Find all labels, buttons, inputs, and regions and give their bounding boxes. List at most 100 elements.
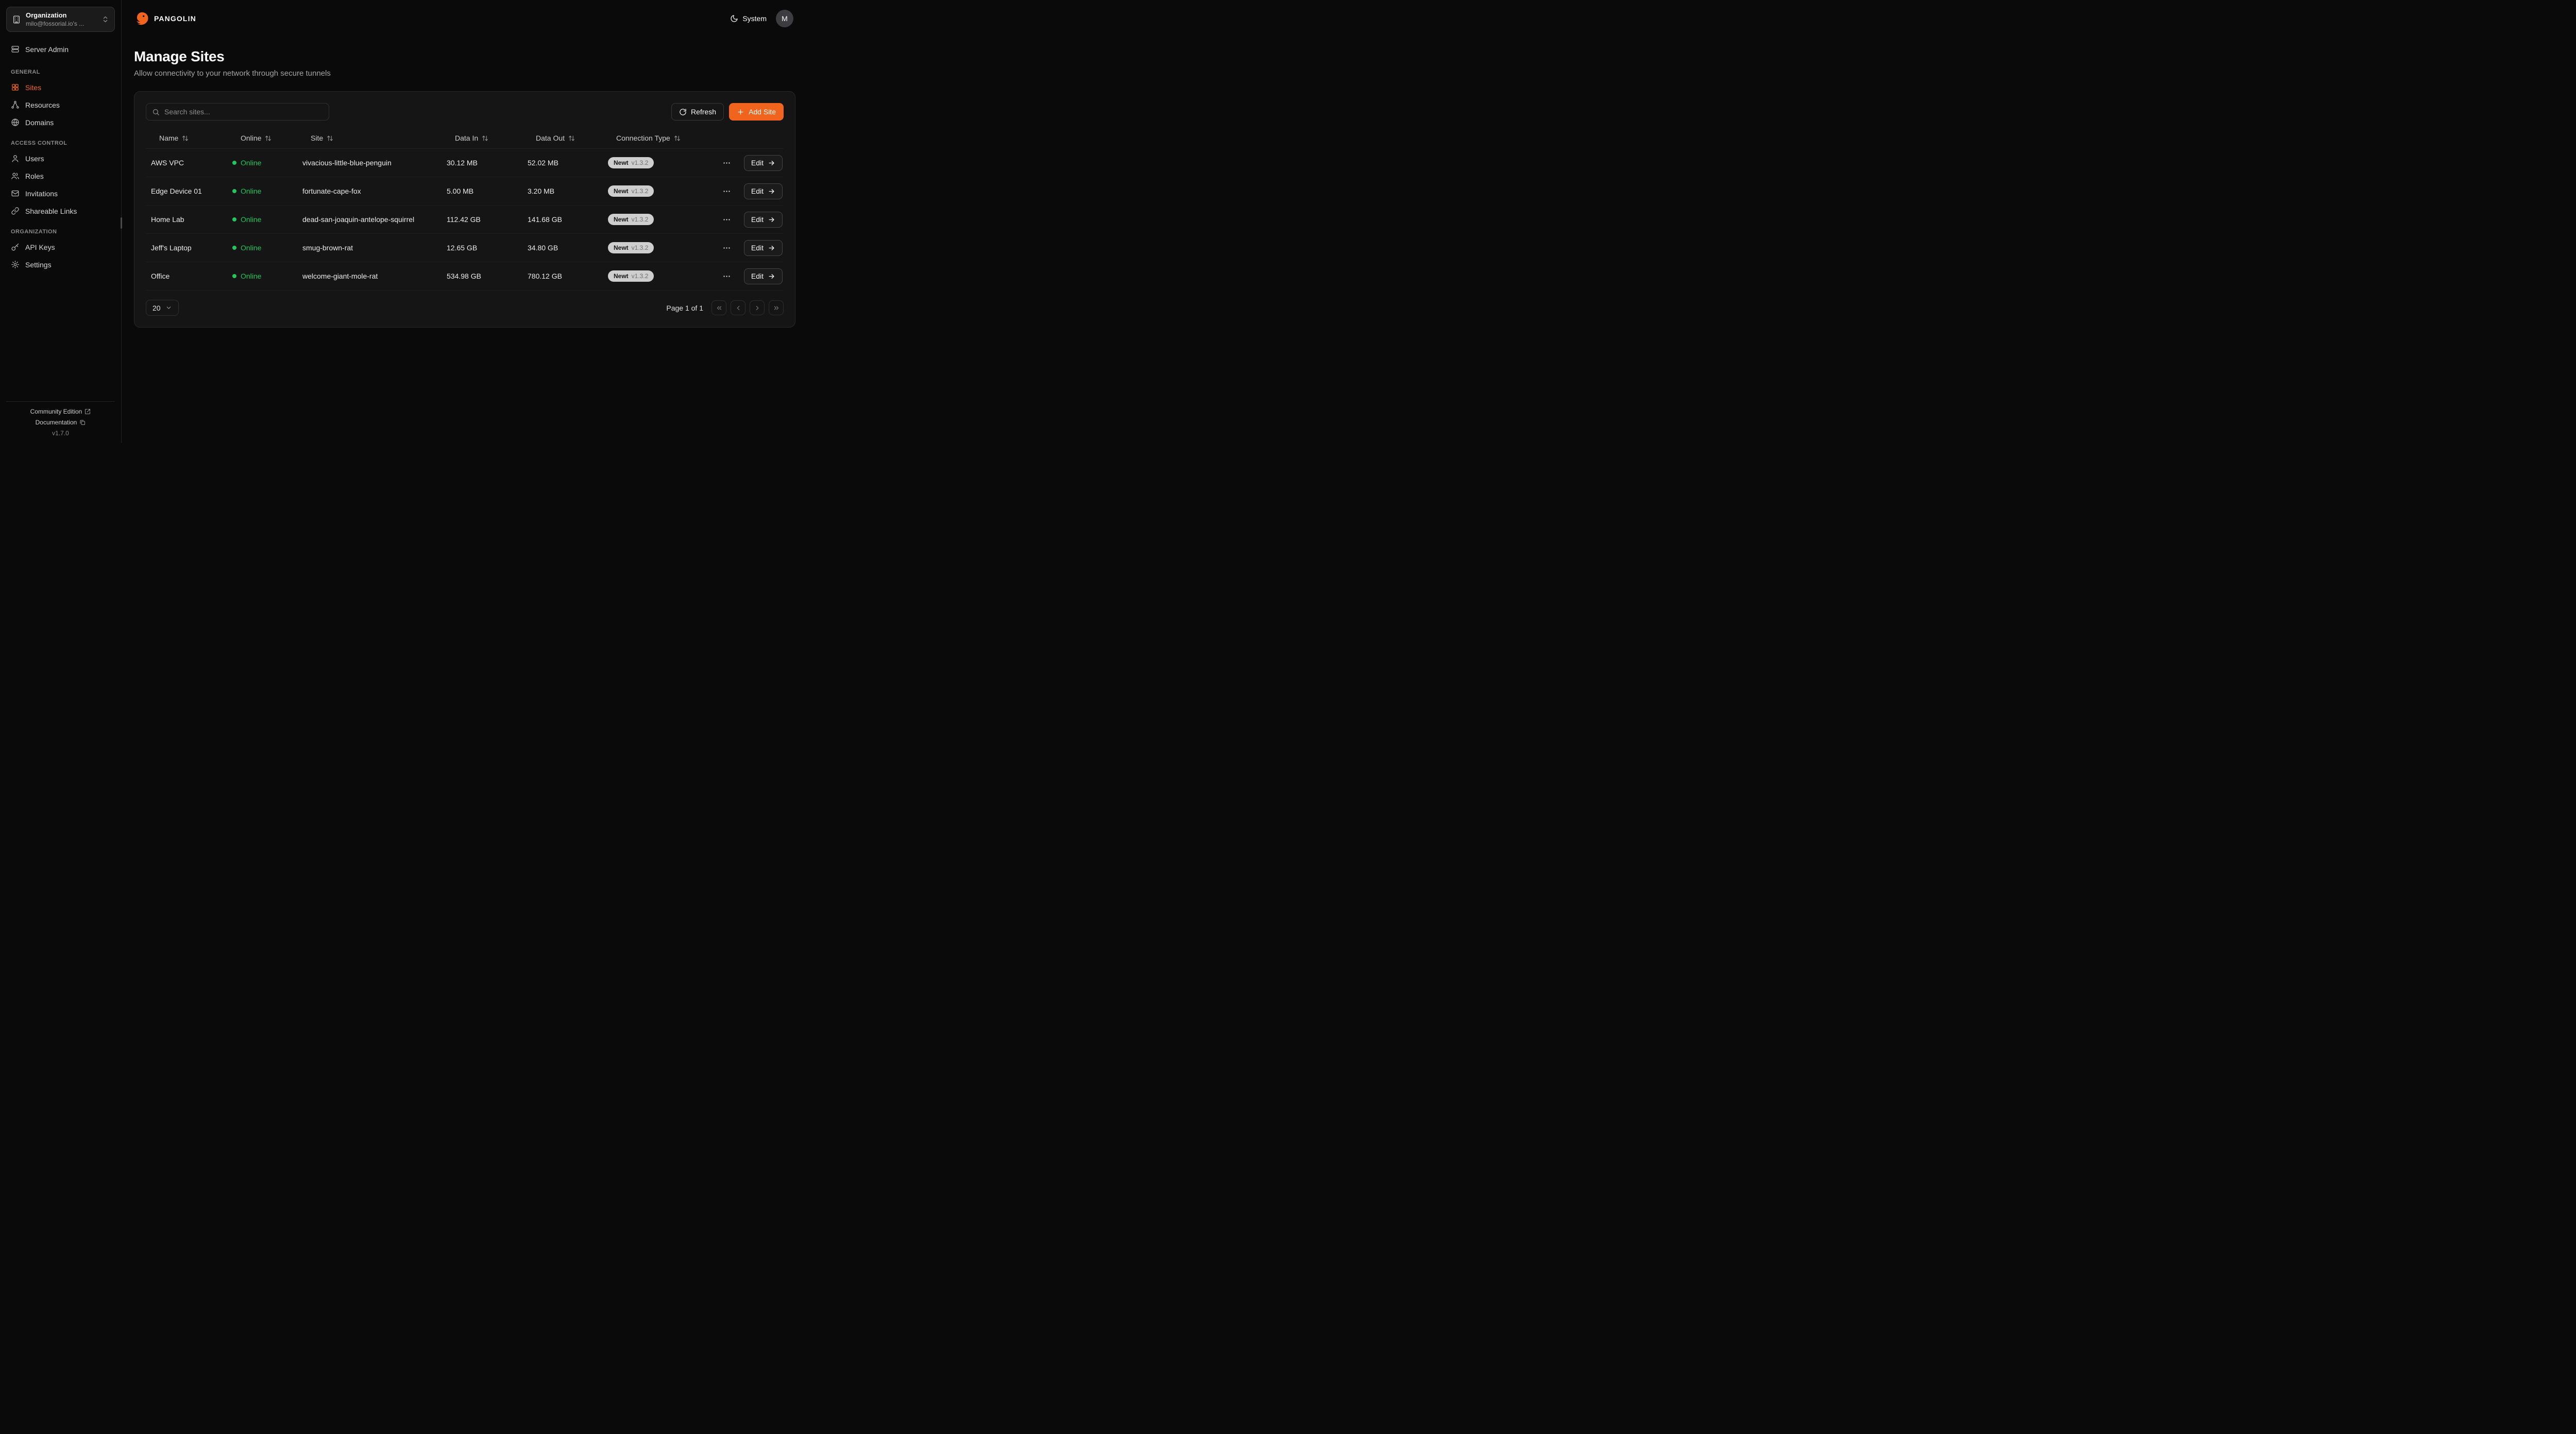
sidebar-item-settings[interactable]: Settings — [6, 257, 115, 272]
edit-button[interactable]: Edit — [743, 268, 783, 284]
sidebar-item-label: Users — [25, 154, 44, 163]
search-input[interactable] — [164, 108, 323, 116]
search-icon — [152, 108, 160, 116]
page-subtitle: Allow connectivity to your network throu… — [134, 69, 331, 78]
link-icon — [11, 207, 20, 215]
site-slug: vivacious-little-blue-penguin — [302, 159, 392, 167]
sort-icon — [482, 135, 488, 142]
sidebar-item-resources[interactable]: Resources — [6, 97, 115, 113]
row-actions-button[interactable] — [715, 215, 738, 224]
waypoints-icon — [11, 100, 20, 109]
user-avatar[interactable]: M — [776, 10, 793, 27]
row-actions-button[interactable] — [715, 187, 738, 196]
site-slug: smug-brown-rat — [302, 244, 353, 252]
connection-type-cell: Newt v1.3.2 — [603, 206, 715, 233]
sort-icon — [265, 135, 272, 142]
site-slug: dead-san-joaquin-antelope-squirrel — [302, 215, 415, 224]
mail-icon — [11, 189, 20, 198]
arrow-right-icon — [768, 216, 775, 224]
status-dot — [232, 161, 236, 165]
sidebar-item-invitations[interactable]: Invitations — [6, 185, 115, 201]
table-row: Edge Device 01 Online fortunate-cape-fox… — [146, 177, 784, 206]
first-page-button[interactable] — [711, 300, 726, 315]
sites-table: Name Online Site Data In Data Out Connec… — [146, 128, 784, 291]
key-icon — [11, 243, 20, 251]
community-edition-link[interactable]: Community Edition — [6, 408, 115, 415]
chevrons-left-icon — [716, 304, 723, 312]
row-actions-button[interactable] — [715, 272, 738, 281]
globe-icon — [11, 118, 20, 127]
site-name: Jeff's Laptop — [151, 244, 192, 252]
row-actions-button[interactable] — [715, 244, 738, 252]
edit-button[interactable]: Edit — [743, 155, 783, 171]
sidebar-item-sites[interactable]: Sites — [6, 79, 115, 95]
status-dot — [232, 217, 236, 221]
prev-page-button[interactable] — [731, 300, 745, 315]
status-dot — [232, 274, 236, 278]
site-name: Edge Device 01 — [151, 187, 202, 195]
data-in-value: 112.42 GB — [447, 215, 481, 224]
add-site-button[interactable]: Add Site — [729, 103, 784, 121]
org-selector-title: Organization — [26, 11, 67, 19]
column-header-name[interactable]: Name — [146, 128, 227, 148]
add-site-label: Add Site — [749, 108, 776, 116]
sidebar-item-api-keys[interactable]: API Keys — [6, 239, 115, 255]
next-page-button[interactable] — [750, 300, 765, 315]
status-dot — [232, 246, 236, 250]
sidebar-item-shareable-links[interactable]: Shareable Links — [6, 203, 115, 219]
page-indicator: Page 1 of 1 — [666, 303, 703, 312]
theme-toggle-button[interactable]: System — [730, 14, 767, 23]
sidebar-item-server-admin[interactable]: Server Admin — [6, 41, 115, 57]
refresh-icon — [679, 108, 687, 116]
section-heading-access-control: ACCESS CONTROL — [11, 140, 67, 146]
sidebar-scrollbar-thumb[interactable] — [121, 217, 122, 229]
ellipsis-icon — [722, 215, 731, 224]
building-icon — [12, 15, 21, 24]
column-header-connection-type[interactable]: Connection Type — [603, 128, 715, 148]
table-row: Jeff's Laptop Online smug-brown-rat 12.6… — [146, 234, 784, 262]
site-slug: welcome-giant-mole-rat — [302, 272, 378, 280]
page-size-value: 20 — [152, 303, 161, 312]
row-actions-button[interactable] — [715, 159, 738, 167]
sidebar-item-domains[interactable]: Domains — [6, 114, 115, 130]
data-in-value: 534.98 GB — [447, 272, 481, 280]
edit-button[interactable]: Edit — [743, 183, 783, 199]
sidebar-item-users[interactable]: Users — [6, 150, 115, 166]
connection-type-cell: Newt v1.3.2 — [603, 234, 715, 262]
users-icon — [11, 172, 20, 180]
arrow-right-icon — [768, 159, 775, 167]
brand[interactable]: PANGOLIN — [134, 11, 196, 26]
edit-button[interactable]: Edit — [743, 240, 783, 256]
data-in-value: 30.12 MB — [447, 159, 478, 167]
ellipsis-icon — [722, 272, 731, 281]
table-toolbar: Refresh Add Site — [146, 103, 784, 121]
column-header-online[interactable]: Online — [227, 128, 297, 148]
documentation-link[interactable]: Documentation — [6, 419, 115, 426]
connection-type-cell: Newt v1.3.2 — [603, 177, 715, 205]
sidebar-item-roles[interactable]: Roles — [6, 168, 115, 184]
edit-button[interactable]: Edit — [743, 211, 783, 228]
column-header-site[interactable]: Site — [297, 128, 442, 148]
refresh-button[interactable]: Refresh — [671, 103, 724, 121]
sidebar-item-label: Shareable Links — [25, 207, 77, 215]
online-status: Online — [227, 179, 297, 203]
site-name: Home Lab — [151, 215, 184, 224]
search-box[interactable] — [146, 103, 329, 121]
org-selector[interactable]: Organization milo@fossorial.io's ... — [6, 7, 115, 32]
data-out-value: 34.80 GB — [528, 244, 558, 252]
sidebar-item-label: Settings — [25, 260, 52, 269]
sidebar-item-label: Server Admin — [25, 45, 69, 54]
chevrons-up-down-icon — [101, 15, 109, 23]
arrow-right-icon — [768, 272, 775, 280]
page-size-select[interactable]: 20 — [146, 300, 179, 316]
site-slug: fortunate-cape-fox — [302, 187, 361, 195]
column-header-data-out[interactable]: Data Out — [522, 128, 603, 148]
server-icon — [11, 45, 20, 54]
online-status: Online — [227, 207, 297, 232]
connection-type-cell: Newt v1.3.2 — [603, 262, 715, 290]
last-page-button[interactable] — [769, 300, 784, 315]
theme-label: System — [742, 14, 767, 23]
column-header-data-in[interactable]: Data In — [442, 128, 522, 148]
sidebar-item-label: Sites — [25, 83, 42, 92]
ellipsis-icon — [722, 159, 731, 167]
